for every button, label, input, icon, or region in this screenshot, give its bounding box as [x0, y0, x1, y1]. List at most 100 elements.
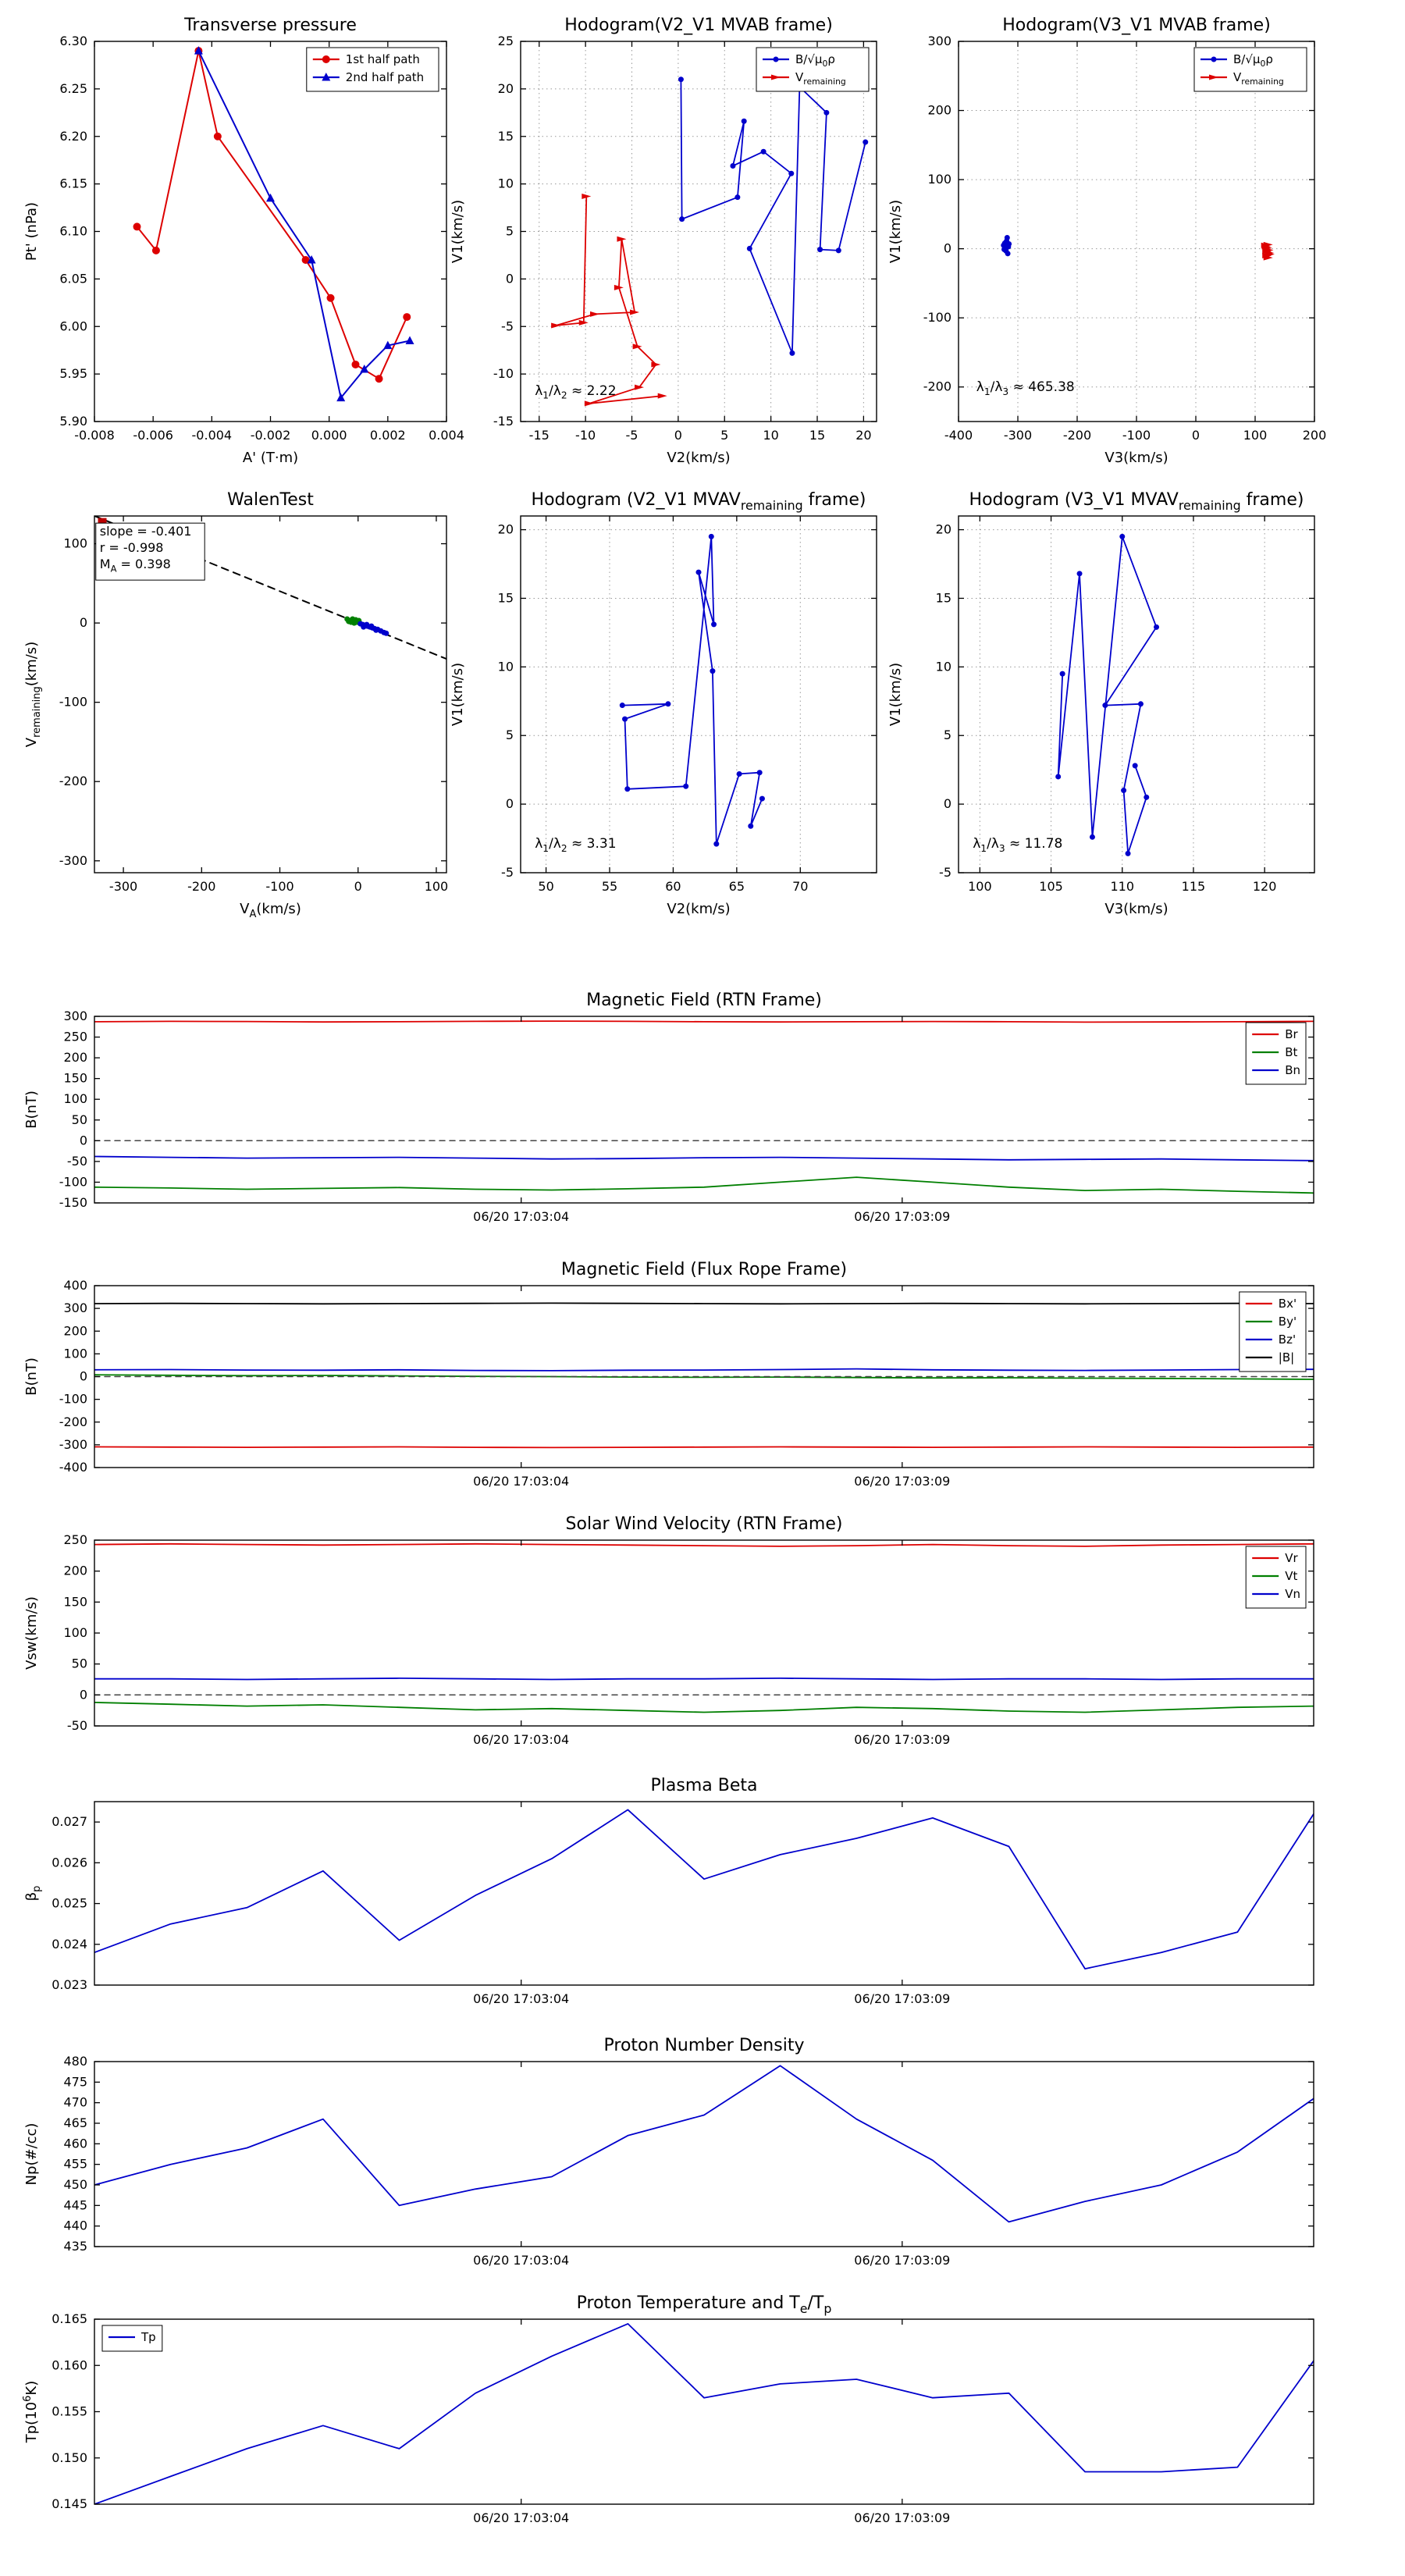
y-tick-label: -100 — [59, 1392, 87, 1407]
y-tick-label: 480 — [63, 2054, 87, 2069]
y-tick-label: 6.15 — [59, 176, 87, 191]
y-tick-label: 25 — [498, 34, 514, 48]
x-tick-label: 06/20 17:03:04 — [473, 1474, 569, 1489]
arrow-marker — [614, 284, 624, 290]
y-tick-label: 250 — [63, 1030, 87, 1044]
y-tick-label: -200 — [59, 774, 87, 788]
x-tick-label: 65 — [729, 879, 745, 894]
dot-marker — [1006, 240, 1012, 247]
square-marker — [98, 518, 107, 527]
x-tick-label: -0.002 — [251, 428, 291, 443]
arrow-marker — [1263, 241, 1273, 247]
y-tick-label: 0 — [944, 796, 951, 811]
dot-marker — [817, 247, 823, 253]
y-tick-label: 15 — [936, 590, 951, 605]
x-tick-label: 0.004 — [429, 428, 464, 443]
dot-marker — [759, 795, 765, 802]
y-tick-label: 5 — [944, 728, 951, 742]
triangle-marker — [307, 255, 316, 264]
dot-marker — [361, 624, 367, 630]
y-tick-label: 0 — [80, 1687, 87, 1702]
x-tick-label: 70 — [792, 879, 808, 894]
legend — [756, 47, 870, 92]
legend-label: |B| — [1279, 1350, 1294, 1364]
plot-area — [94, 1302, 1314, 1449]
plot-area — [94, 1542, 1314, 1713]
arrow-marker — [578, 319, 589, 326]
annotation: λ1/λ2 ≈ 3.31 — [535, 836, 616, 854]
dot-marker — [665, 701, 671, 707]
x-tick-label: 15 — [809, 428, 825, 443]
circle-marker — [301, 256, 310, 265]
chart-hodogram-v2v1-mvav: 50 55 60 65 70 -5 0 5 10 15 20 Hodogram (V2_V1 MVAV… — [450, 490, 877, 917]
dot-marker — [679, 216, 685, 222]
y-tick-label: 460 — [63, 2136, 87, 2151]
x-tick-label: 10 — [763, 428, 778, 443]
x-tick-label: -0.006 — [133, 428, 173, 443]
arrow-marker — [630, 309, 640, 315]
chart-title: Transverse pressure — [183, 16, 357, 35]
circle-marker — [133, 222, 141, 231]
y-tick-label: -100 — [59, 695, 87, 710]
plot-area — [1055, 533, 1160, 856]
y-tick-label: 445 — [63, 2197, 87, 2212]
plot-area — [94, 1809, 1314, 1970]
chart-hodogram-v3v1-mvav: 100 105 110 115 120 -5 0 5 10 15 20 Hodogram (V3_V1… — [887, 490, 1315, 917]
dot-marker — [383, 630, 389, 636]
y-tick-label: 5.90 — [59, 414, 87, 429]
y-tick-label: 10 — [498, 659, 514, 674]
series-np — [94, 2065, 1314, 2223]
arrow-marker — [582, 193, 592, 199]
triangle-marker — [266, 193, 275, 202]
dot-marker — [1211, 56, 1217, 62]
circle-marker — [351, 360, 360, 368]
legend-label: Vn — [1285, 1587, 1300, 1601]
circle-marker — [403, 313, 411, 322]
series-vremaining — [555, 195, 663, 404]
x-tick-label: 5 — [720, 428, 728, 443]
x-tick-label: -300 — [109, 879, 137, 894]
y-tick-label: 250 — [63, 1532, 87, 1547]
series-bn — [94, 1155, 1314, 1162]
legend-label: B/√μ0ρ — [795, 52, 835, 69]
arrow-marker — [1209, 74, 1218, 80]
chart-proton-temperature: 06/20 17:03:04 06/20 17:03:09 0.145 0.150 0.… — [22, 2293, 1314, 2525]
series-vn — [94, 1677, 1314, 1681]
dot-marker — [736, 770, 742, 777]
y-axis-label: Tp(106K) — [22, 2381, 40, 2443]
circle-marker — [326, 294, 335, 302]
y-tick-label: 400 — [63, 1278, 87, 1293]
arrow-marker — [551, 322, 561, 329]
plot-area — [551, 76, 869, 407]
x-tick-label: 200 — [1303, 428, 1327, 443]
triangle-marker — [383, 340, 393, 350]
y-axis-label: V1(km/s) — [887, 200, 904, 263]
dot-marker — [695, 569, 702, 575]
y-tick-label: -15 — [493, 414, 514, 429]
x-tick-label: 06/20 17:03:09 — [854, 1474, 950, 1489]
dot-marker — [1089, 834, 1095, 840]
y-tick-label: 50 — [72, 1656, 87, 1671]
y-tick-label: 450 — [63, 2177, 87, 2192]
chart-title: Proton Number Density — [604, 2036, 805, 2055]
y-axis-label: V1(km/s) — [450, 200, 466, 263]
dot-marker — [823, 109, 830, 116]
chart-walen-test: -300 -200 -100 0 100 -300 -200 -100 0 100 WalenTes… — [23, 490, 448, 920]
y-tick-label: 0.160 — [52, 2357, 87, 2372]
chart-hodogram-v3v1-mvab: -400 -300 -200 -100 0 100 200 -200 -100 0 100 200 30… — [887, 16, 1327, 466]
legend-label: Vremaining — [1233, 70, 1284, 87]
y-tick-label: 0.155 — [52, 2404, 87, 2419]
x-tick-label: -0.008 — [74, 428, 115, 443]
legend-label: Br — [1285, 1027, 1298, 1041]
x-axis-label: V3(km/s) — [1104, 901, 1168, 917]
stats-line: MA = 0.398 — [100, 557, 171, 574]
y-tick-label: 0.024 — [52, 1937, 87, 1952]
dot-marker — [789, 350, 795, 356]
legend-label: By' — [1279, 1315, 1297, 1329]
chart-title: Magnetic Field (RTN Frame) — [586, 991, 822, 1010]
chart-title: Hodogram(V2_V1 MVAB frame) — [564, 16, 833, 35]
legend — [1245, 1022, 1307, 1085]
arrow-marker — [632, 343, 642, 350]
dot-marker — [346, 618, 352, 624]
x-tick-label: -15 — [529, 428, 550, 443]
